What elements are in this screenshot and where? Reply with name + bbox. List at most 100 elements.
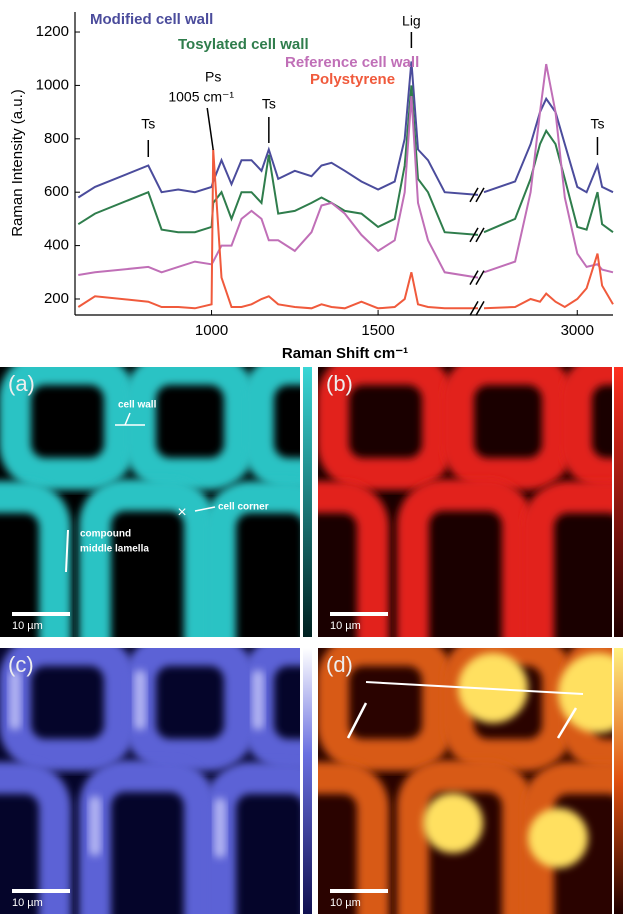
- scale-bar-label: 10 µm: [12, 897, 43, 909]
- cell-wall: [242, 367, 300, 490]
- marker: ×: [177, 504, 186, 521]
- break-mark: [469, 187, 479, 203]
- highlight: [252, 670, 264, 730]
- spectrum-line: [77, 85, 479, 236]
- hot-spot: [458, 653, 528, 723]
- arrow: [346, 702, 368, 739]
- scale-bar-label: 10 µm: [330, 897, 361, 909]
- spectrum-line: [77, 149, 478, 310]
- highlight: [89, 796, 101, 856]
- cell-wall: [79, 760, 216, 914]
- scale-bar-label: 10 µm: [12, 620, 43, 632]
- micrograph: [318, 648, 612, 914]
- spectrum-line: [483, 253, 614, 310]
- y-tick-label: 400: [44, 237, 69, 254]
- annotation: Ts: [141, 116, 155, 132]
- spectrum-line: [483, 128, 614, 234]
- highlight: [134, 670, 146, 730]
- annotation: Ts: [590, 116, 604, 132]
- y-tick-label: 600: [44, 183, 69, 200]
- cell-wall: [397, 760, 534, 914]
- cell-wall: [124, 367, 256, 490]
- panel-label: (a): [8, 371, 35, 396]
- cell-wall: [442, 367, 574, 490]
- x-tick-label: 3000: [561, 322, 594, 339]
- panel-label: (d): [326, 652, 353, 677]
- annotation: 1005 cm⁻¹: [168, 89, 234, 105]
- y-tick-label: 1200: [36, 23, 69, 40]
- cell-wall: [560, 367, 612, 490]
- micrograph: [0, 648, 300, 914]
- annotation: Lig: [402, 13, 421, 29]
- x-axis-label: Raman Shift cm⁻¹: [282, 345, 408, 362]
- cell-wall: [204, 762, 300, 914]
- cell-wall: [397, 479, 534, 637]
- micrograph: [0, 367, 300, 637]
- highlight: [214, 798, 226, 858]
- spectrum-line: [78, 96, 479, 279]
- y-tick-label: 1000: [36, 76, 69, 93]
- spectrum-line: [77, 61, 479, 199]
- y-tick-label: 800: [44, 130, 69, 147]
- spectrum-line: [483, 63, 614, 274]
- colorbar: [303, 648, 312, 914]
- spectrum-line: [483, 96, 614, 194]
- break-mark: [475, 270, 485, 285]
- highlight: [9, 670, 21, 730]
- cell-wall: [0, 762, 71, 914]
- panel-label: (b): [326, 371, 353, 396]
- scale-bar: [330, 889, 388, 893]
- panel-label: (c): [8, 652, 34, 677]
- break-mark: [469, 227, 479, 243]
- annotation-leader: [206, 107, 214, 151]
- hot-spot: [558, 653, 612, 733]
- colorbar: [303, 367, 312, 637]
- hot-spot: [423, 793, 483, 853]
- profile-line: [365, 681, 584, 695]
- break-mark: [469, 270, 479, 285]
- cell-wall: [0, 367, 136, 490]
- legend-entry: Reference cell wall: [285, 54, 419, 71]
- cell-wall: [318, 762, 389, 914]
- colorbar: [614, 367, 623, 637]
- y-tick-label: 200: [44, 290, 69, 307]
- legend-entry: Modified cell wall: [90, 11, 213, 28]
- scale-bar-label: 10 µm: [330, 620, 361, 632]
- cell-wall: [318, 481, 389, 637]
- arrow: [124, 412, 131, 426]
- cell-wall: [318, 648, 454, 771]
- x-tick-label: 1000: [195, 322, 228, 339]
- lamella-line: [65, 529, 69, 573]
- annotation: cell wall: [118, 400, 157, 411]
- cell-wall: [522, 481, 612, 637]
- annotation: Ps: [205, 69, 221, 85]
- annotation: cell corner: [218, 502, 269, 513]
- arrow: [194, 506, 216, 512]
- legend-entry: Tosylated cell wall: [178, 36, 309, 53]
- micrograph: [318, 367, 612, 637]
- scale-bar: [330, 612, 388, 616]
- cell-wall: [204, 481, 300, 637]
- scale-bar: [12, 889, 70, 893]
- break-mark: [475, 187, 485, 203]
- cell-wall: [442, 648, 574, 771]
- x-tick-label: 1500: [361, 322, 394, 339]
- cell-wall: [0, 481, 71, 637]
- break-mark: [475, 300, 485, 316]
- legend-entry: Polystyrene: [310, 71, 395, 88]
- annotation: Ts: [262, 96, 276, 112]
- colorbar: [614, 648, 623, 914]
- break-mark: [469, 300, 479, 316]
- arrow: [556, 707, 578, 739]
- cell-wall: [522, 762, 612, 914]
- hot-spot: [528, 808, 588, 868]
- annotation: middle lamella: [80, 544, 149, 555]
- break-mark: [475, 227, 485, 243]
- cell-wall: [318, 367, 454, 490]
- scale-bar: [12, 612, 70, 616]
- annotation: compound: [80, 529, 131, 540]
- cell-wall: [79, 479, 216, 637]
- y-axis-label: Raman Intensity (a.u.): [9, 89, 26, 237]
